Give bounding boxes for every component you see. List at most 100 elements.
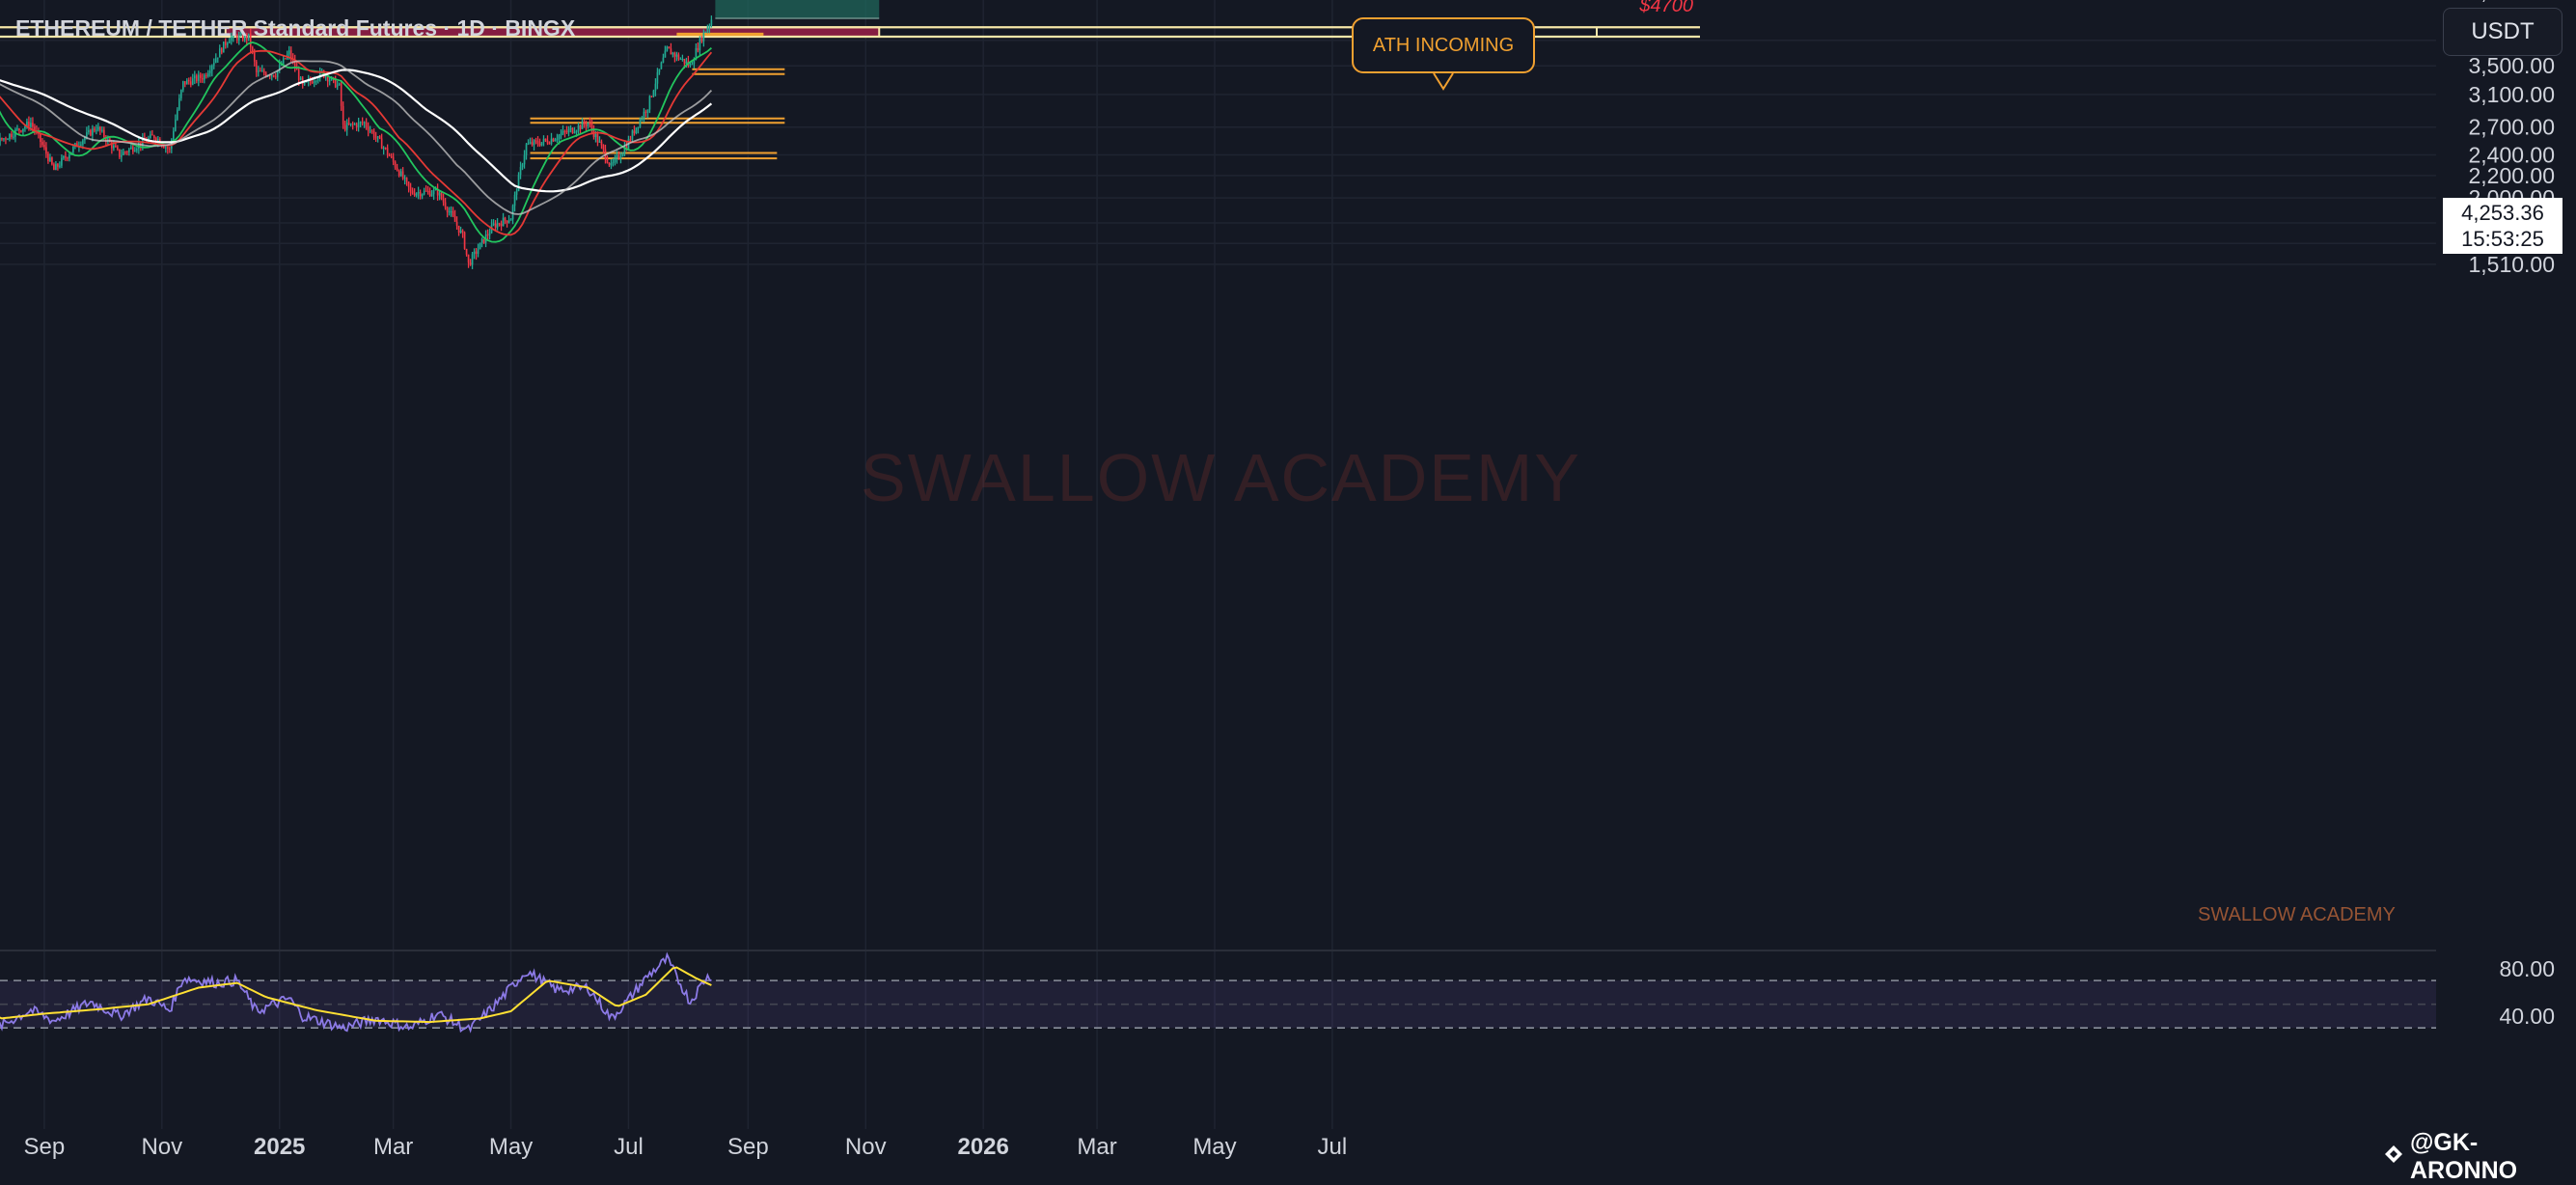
candle-body xyxy=(658,69,661,72)
candle-body xyxy=(486,234,489,236)
candle-body xyxy=(101,129,103,131)
candle-body xyxy=(342,105,344,125)
candle-body xyxy=(264,73,267,77)
candle-body xyxy=(457,225,460,233)
candle-body xyxy=(303,82,306,85)
candle-body xyxy=(49,157,51,161)
candle-body xyxy=(239,33,242,36)
price-tick-label: 2,200.00 xyxy=(2468,163,2555,188)
candle-body xyxy=(699,38,701,51)
candle-body xyxy=(513,194,516,207)
candle-body xyxy=(654,83,657,91)
candle-body xyxy=(515,191,518,195)
candle-body xyxy=(506,220,508,223)
candle-body xyxy=(448,211,451,213)
candle-body xyxy=(602,145,605,150)
candle-body xyxy=(353,124,356,125)
candle-body xyxy=(498,223,501,225)
candle-body xyxy=(392,156,395,162)
candle-body xyxy=(378,136,381,139)
candle-body xyxy=(590,124,593,130)
candle-body xyxy=(237,35,240,41)
candle-body xyxy=(20,130,22,132)
candle-body xyxy=(376,136,379,138)
candle-body xyxy=(177,109,178,120)
candle-body xyxy=(396,167,398,171)
candle-body xyxy=(453,215,456,222)
candle-body xyxy=(397,170,400,177)
candle-body xyxy=(450,211,452,213)
candle-body xyxy=(421,194,424,197)
candle-body xyxy=(205,75,207,77)
candle-body xyxy=(241,33,244,41)
candle-body xyxy=(3,138,5,140)
candle-body xyxy=(210,65,213,71)
candle-body xyxy=(440,192,443,199)
candle-body xyxy=(232,33,234,38)
watermark: SWALLOW ACADEMY xyxy=(861,440,1581,515)
candle-body xyxy=(536,141,539,145)
candle-body xyxy=(509,219,512,221)
candle-body xyxy=(201,77,204,80)
candle-body xyxy=(67,157,69,159)
candle-body xyxy=(28,121,30,127)
currency-button[interactable]: USDT xyxy=(2443,8,2562,56)
candle-body xyxy=(121,154,123,157)
candle-body xyxy=(567,129,570,132)
candle-body xyxy=(262,70,265,74)
candle-body xyxy=(22,128,24,132)
candle-body xyxy=(94,128,96,131)
candle-body xyxy=(90,129,92,136)
candle-body xyxy=(151,134,153,136)
candle-body xyxy=(311,81,314,84)
candle-body xyxy=(384,148,387,150)
candle-body xyxy=(86,132,88,138)
candle-body xyxy=(253,52,256,62)
candle-body xyxy=(123,152,124,155)
moving-average-line xyxy=(0,49,713,236)
candle-body xyxy=(550,138,553,144)
candle-body xyxy=(644,111,647,113)
price-tick-label: 3,500.00 xyxy=(2468,53,2555,78)
candle-body xyxy=(463,232,466,249)
candle-body xyxy=(415,193,418,196)
candle-body xyxy=(173,130,175,140)
candle-body xyxy=(479,242,481,250)
candle-body xyxy=(608,162,611,166)
candle-body xyxy=(430,194,433,197)
candle-body xyxy=(527,143,530,145)
candle-body xyxy=(208,70,211,73)
candle-body xyxy=(660,62,663,69)
candle-body xyxy=(130,147,132,150)
candle-body xyxy=(619,156,622,159)
candle-body xyxy=(224,41,227,45)
candle-body xyxy=(7,139,9,141)
candles xyxy=(0,15,713,269)
candle-body xyxy=(57,164,59,167)
candle-body xyxy=(315,80,317,82)
candle-body xyxy=(631,130,634,140)
candle-body xyxy=(251,46,254,53)
candle-body xyxy=(105,137,107,142)
candle-body xyxy=(671,52,674,55)
candle-body xyxy=(548,143,551,145)
time-tick-label: Sep xyxy=(24,1134,66,1160)
candle-body xyxy=(560,133,562,136)
candle-body xyxy=(326,76,329,82)
candle-body xyxy=(394,161,397,168)
candle-body xyxy=(197,74,200,81)
candle-body xyxy=(434,188,437,191)
candle-body xyxy=(69,154,70,159)
candle-body xyxy=(554,139,557,142)
candle-body xyxy=(455,221,458,226)
candle-body xyxy=(199,74,202,78)
candle-body xyxy=(610,162,613,166)
candle-body xyxy=(704,31,707,33)
candle-body xyxy=(521,164,524,168)
candle-body xyxy=(13,136,14,138)
candle-body xyxy=(425,190,427,192)
candle-body xyxy=(538,144,541,146)
candle-body xyxy=(299,77,302,80)
